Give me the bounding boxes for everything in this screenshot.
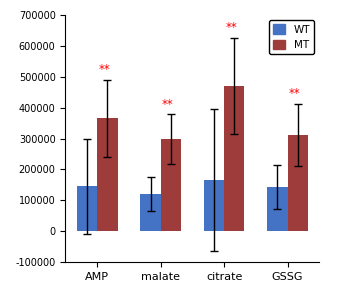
Bar	[77, 187, 97, 231]
Bar	[97, 119, 118, 231]
Bar	[161, 139, 181, 231]
Text: **: **	[98, 63, 110, 76]
Text: **: **	[289, 87, 301, 100]
Bar	[140, 194, 161, 231]
Text: **: **	[225, 21, 237, 34]
Bar	[204, 180, 224, 231]
Bar	[224, 86, 244, 231]
Legend: WT, MT: WT, MT	[269, 20, 314, 54]
Text: **: **	[162, 98, 174, 111]
Bar	[267, 187, 287, 231]
Bar	[287, 135, 308, 231]
